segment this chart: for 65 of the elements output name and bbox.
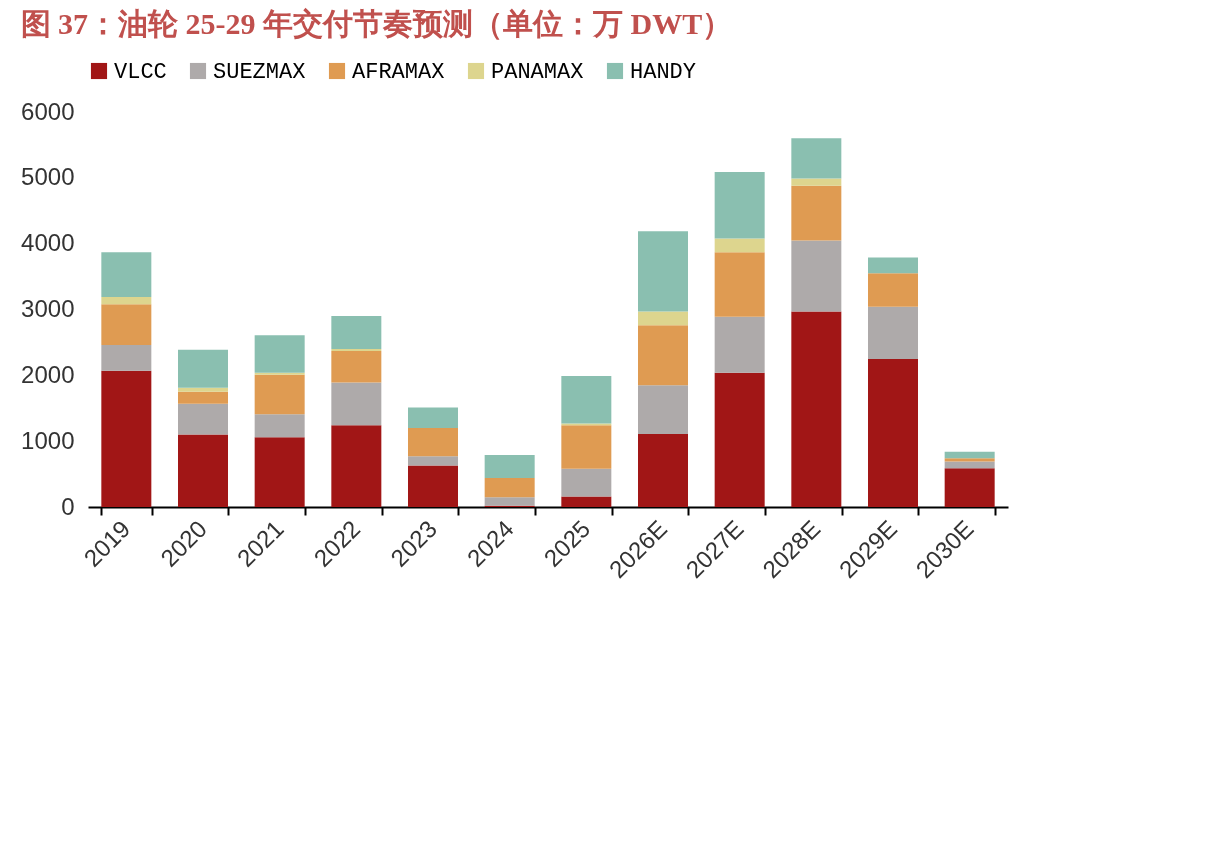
- bar: [331, 382, 382, 426]
- bar: [791, 311, 842, 507]
- bar: [868, 306, 918, 359]
- bar: [254, 374, 305, 415]
- bar: [408, 428, 458, 457]
- bar: [254, 335, 305, 373]
- y-tick-label: 0: [61, 492, 75, 520]
- bar: [101, 296, 152, 305]
- bar: [178, 434, 228, 507]
- bar: [561, 425, 612, 469]
- y-tick-label: 1000: [21, 426, 75, 454]
- bar: [101, 345, 152, 371]
- bar: [101, 252, 152, 297]
- bar: [408, 456, 458, 466]
- bar: [868, 257, 918, 274]
- bar: [638, 385, 688, 434]
- bar: [714, 238, 765, 253]
- bar: [331, 425, 382, 507]
- legend-label: SUEZMAX: [213, 60, 306, 85]
- bar: [561, 468, 612, 497]
- bar: [331, 316, 382, 349]
- bar: [638, 325, 688, 386]
- legend-label: PANAMAX: [491, 60, 584, 85]
- bar: [638, 231, 688, 312]
- y-tick-label: 6000: [21, 97, 75, 125]
- bar: [868, 358, 918, 507]
- bar: [944, 468, 995, 507]
- bar: [944, 458, 995, 462]
- bar: [408, 407, 458, 428]
- y-tick-label: 4000: [21, 229, 75, 257]
- bar: [714, 372, 765, 507]
- bar: [178, 387, 228, 392]
- bar: [791, 185, 842, 241]
- bar: [638, 433, 688, 507]
- y-tick-label: 3000: [21, 295, 75, 322]
- bar: [714, 316, 765, 373]
- legend-label: HANDY: [630, 60, 697, 85]
- bar: [331, 350, 382, 383]
- bar: [791, 178, 842, 186]
- bar: [561, 496, 612, 507]
- bar: [254, 414, 305, 438]
- bar: [484, 497, 535, 506]
- bar: [791, 138, 842, 179]
- bar: [101, 370, 152, 507]
- bar: [484, 454, 535, 479]
- bar: [101, 304, 152, 346]
- y-tick-label: 2000: [21, 360, 75, 388]
- y-tick-label: 5000: [21, 163, 75, 191]
- bar: [714, 171, 765, 239]
- bar: [561, 375, 612, 424]
- bar: [484, 478, 535, 498]
- bar: [178, 349, 228, 388]
- bar: [638, 311, 688, 326]
- bar: [868, 273, 918, 307]
- bar: [944, 451, 995, 459]
- bar: [714, 252, 765, 317]
- legend-label: VLCC: [114, 60, 167, 85]
- bar: [944, 461, 995, 469]
- bar: [254, 437, 305, 507]
- bar: [178, 403, 228, 435]
- bar: [178, 391, 228, 404]
- bar: [408, 465, 458, 507]
- bar: [791, 240, 842, 312]
- chart-title: 图 37：油轮 25-29 年交付节奏预测（单位：万 DWT）: [20, 7, 733, 40]
- legend-label: AFRAMAX: [352, 60, 445, 85]
